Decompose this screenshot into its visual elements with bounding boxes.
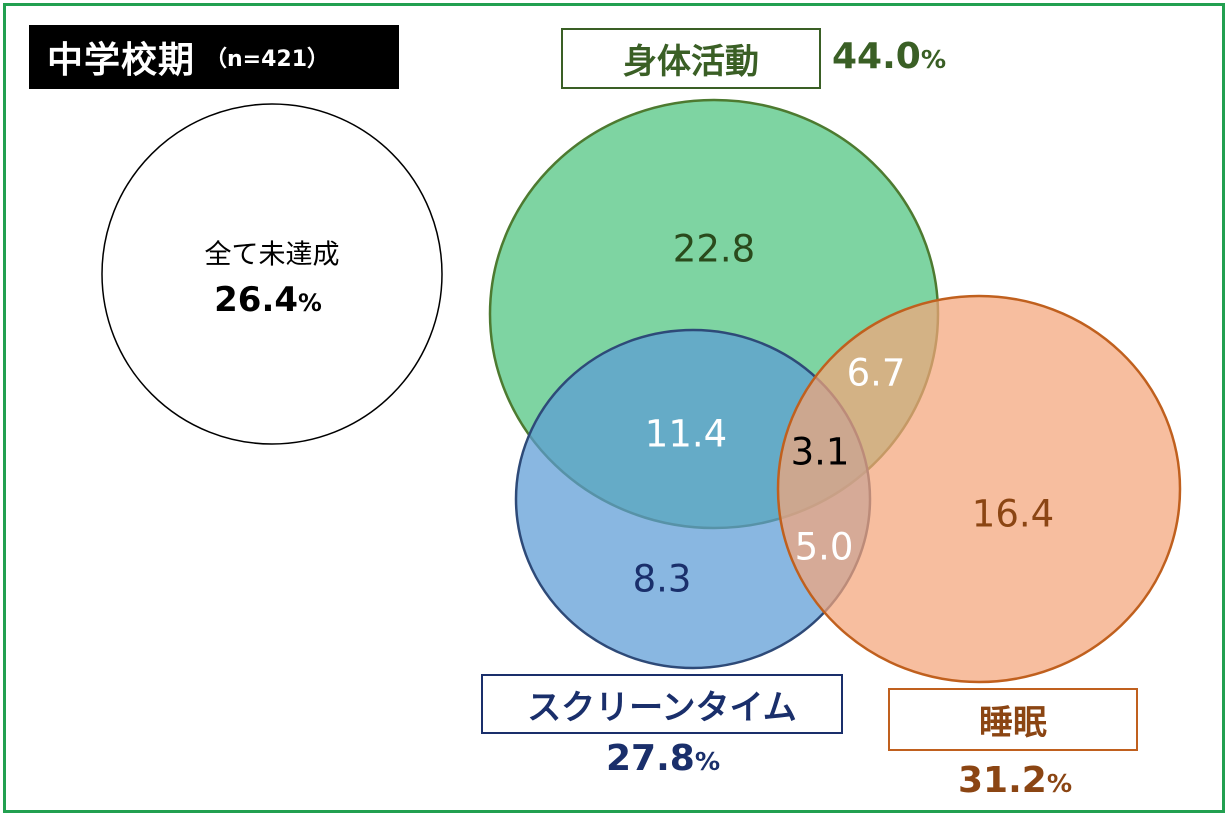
physical-activity-label: 身体活動 [561,28,821,89]
region-screen-sleep: 5.0 [794,525,854,569]
sleep-ellipse [776,294,1182,684]
physical-activity-total-value: 44.0 [832,36,921,77]
sleep-label: 睡眠 [888,688,1138,751]
screen-time-total-value: 27.8 [606,738,695,779]
region-all-three: 3.1 [790,430,850,474]
sample-size: （n=421） [205,47,330,72]
region-screen-only: 8.3 [632,557,692,601]
region-sleep-only: 16.4 [971,492,1055,536]
region-physical-only: 22.8 [672,227,756,271]
sleep-label-text: 睡眠 [979,703,1047,743]
chart-title: 中学校期 （n=421） [29,25,399,89]
physical-activity-label-text: 身体活動 [623,42,759,82]
none-circle [101,103,443,445]
none-achieved-unit: % [298,289,322,317]
screen-time-total-unit: % [694,747,721,776]
physical-activity-total: 44.0% [832,36,946,77]
screen-time-label: スクリーンタイム [481,674,843,734]
sleep-total: 31.2% [958,760,1072,801]
screen-time-total: 27.8% [606,738,720,779]
none-achieved-value: 26.4% [214,280,322,320]
title-main: 中学校期 [47,40,196,81]
none-achieved-label: 全て未達成 [204,239,340,271]
sleep-total-value: 31.2 [958,760,1047,801]
region-physical-screen: 11.4 [644,412,728,456]
sleep-total-unit: % [1046,769,1073,798]
screen-time-label-text: スクリーンタイム [527,687,797,728]
physical-activity-total-unit: % [920,45,947,74]
region-physical-sleep: 6.7 [846,351,906,395]
none-achieved-number: 26.4 [214,280,299,320]
